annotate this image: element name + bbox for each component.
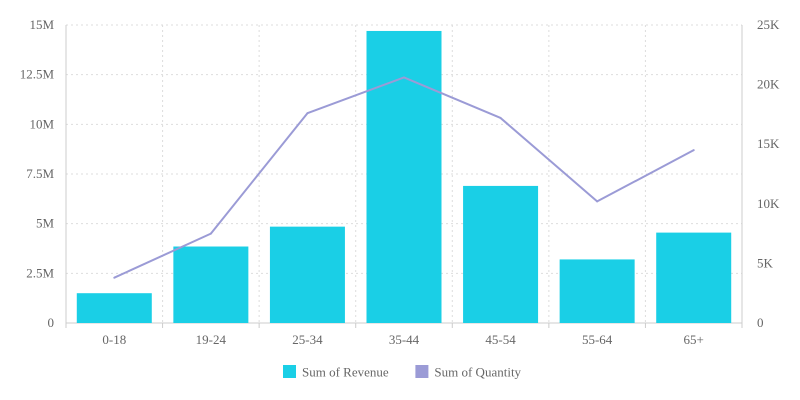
right-axis-tick-label: 20K [757, 77, 780, 92]
x-axis-tick-label: 0-18 [102, 332, 126, 347]
x-axis-tick-labels: 0-18 19-24 25-34 35-44 45-54 55-64 65+ [102, 332, 704, 347]
legend-label: Sum of Revenue [302, 365, 389, 380]
left-axis-tick-label: 5M [36, 216, 55, 231]
revenue-bars [76, 30, 732, 324]
right-axis-tick-label: 25K [757, 17, 780, 32]
left-axis-tick-labels: 0 2.5M 5M 7.5M 10M 12.5M 15M [20, 17, 55, 330]
revenue-bar [76, 293, 152, 323]
revenue-bar [173, 246, 249, 323]
quantity-point [209, 232, 212, 235]
x-axis-tick-label: 65+ [684, 332, 704, 347]
quantity-point [403, 76, 405, 79]
revenue-bar [269, 226, 345, 323]
legend-swatch [415, 365, 429, 378]
x-axis-tick-label: 35-44 [389, 332, 420, 347]
quantity-point [306, 112, 309, 115]
revenue-bar [366, 30, 442, 324]
x-axis-tick-label: 45-54 [485, 332, 516, 347]
right-axis-tick-label: 10K [757, 196, 780, 211]
right-axis-tick-label: 0 [757, 315, 764, 330]
right-axis-tick-label: 15K [757, 136, 780, 151]
x-axis-tick-label: 19-24 [196, 332, 227, 347]
x-axis-tick-label: 25-34 [292, 332, 323, 347]
legend: Sum of Revenue Sum of Quantity [283, 365, 522, 380]
quantity-point [596, 200, 599, 203]
left-axis-tick-label: 12.5M [20, 67, 55, 82]
revenue-bar [656, 232, 732, 323]
left-axis-tick-label: 15M [29, 17, 54, 32]
quantity-point [499, 116, 502, 119]
legend-swatch [283, 365, 296, 378]
quantity-point [692, 149, 695, 152]
legend-label: Sum of Quantity [434, 365, 521, 380]
quantity-point [113, 276, 116, 279]
left-axis-tick-label: 0 [48, 315, 55, 330]
right-axis-tick-labels: 0 5K 10K 15K 20K 25K [757, 17, 780, 330]
x-axis-tick-label: 55-64 [582, 332, 613, 347]
right-axis-tick-label: 5K [757, 255, 774, 270]
revenue-bar [463, 185, 539, 323]
left-axis-tick-label: 7.5M [26, 166, 54, 181]
revenue-bar [559, 259, 635, 323]
left-axis-tick-label: 10M [29, 116, 54, 131]
quantity-line [113, 76, 695, 279]
left-axis-tick-label: 2.5M [26, 265, 54, 280]
